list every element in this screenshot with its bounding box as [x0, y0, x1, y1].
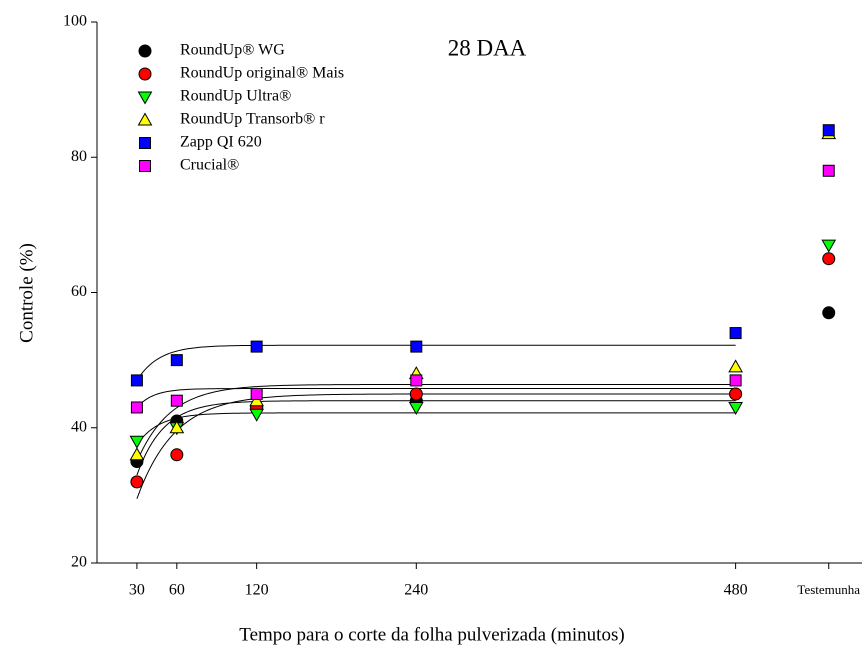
legend-marker — [137, 91, 153, 105]
legend-label: Zapp QI 620 — [180, 134, 262, 151]
data-point — [408, 401, 424, 415]
y-tick-label: 40 — [71, 418, 87, 435]
data-point — [821, 239, 837, 253]
data-point — [130, 475, 144, 489]
fit-curve — [136, 344, 736, 381]
legend-marker — [138, 44, 152, 58]
data-point — [729, 327, 742, 340]
data-point — [130, 374, 143, 387]
fit-curve — [136, 383, 736, 462]
x-tick-label: 240 — [404, 582, 428, 599]
legend-label: RoundUp® WG — [180, 42, 285, 59]
fit-curve — [136, 412, 736, 445]
data-point — [250, 340, 263, 353]
x-tick-label: 30 — [129, 582, 145, 599]
legend-label: RoundUp Transorb® r — [180, 111, 325, 128]
y-axis-label: Controle (%) — [16, 243, 37, 343]
data-point — [409, 387, 423, 401]
data-point — [728, 401, 743, 415]
data-point — [822, 306, 836, 320]
data-point — [170, 448, 184, 462]
data-point — [729, 374, 742, 387]
data-point — [728, 359, 743, 373]
x-tick-label: Testemunha — [797, 582, 860, 597]
y-tick-label: 80 — [71, 148, 87, 165]
x-tick-label: 60 — [169, 582, 185, 599]
data-point — [250, 387, 263, 400]
legend-label: Crucial® — [180, 157, 239, 174]
data-point — [729, 387, 743, 401]
legend-marker — [139, 160, 151, 172]
data-point — [822, 124, 835, 137]
data-point — [822, 252, 836, 266]
y-tick-label: 100 — [63, 13, 87, 30]
data-point — [129, 447, 145, 461]
y-tick-label: 60 — [71, 283, 87, 300]
x-tick-label: 120 — [245, 582, 269, 599]
data-point — [170, 354, 183, 367]
data-point — [169, 420, 185, 434]
data-point — [249, 393, 265, 407]
fit-curve — [136, 393, 736, 499]
fit-curve — [136, 388, 736, 408]
legend-marker — [137, 112, 153, 126]
data-point — [130, 401, 143, 414]
legend-label: RoundUp original® Mais — [180, 65, 344, 82]
legend-marker — [139, 137, 151, 149]
chart-title: 28 DAA — [448, 35, 527, 60]
x-axis-label: Tempo para o corte da folha pulverizada … — [239, 624, 624, 645]
legend-marker — [138, 67, 152, 81]
data-point — [410, 374, 423, 387]
data-point — [129, 435, 145, 449]
fit-curve — [136, 400, 736, 476]
data-point — [410, 340, 423, 353]
data-point — [170, 394, 183, 407]
x-tick-label: 480 — [724, 582, 748, 599]
data-point — [249, 408, 265, 422]
y-tick-label: 20 — [71, 554, 87, 571]
legend-label: RoundUp Ultra® — [180, 88, 291, 105]
data-point — [822, 164, 835, 177]
